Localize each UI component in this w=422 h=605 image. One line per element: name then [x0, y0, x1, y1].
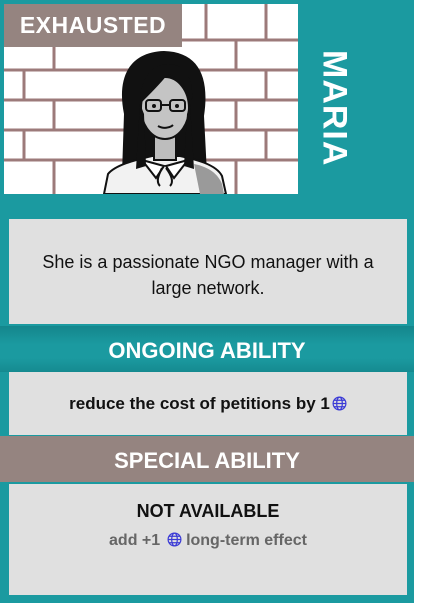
special-ability-title: SPECIAL ABILITY [114, 448, 300, 473]
character-name: MARIA [315, 49, 354, 167]
effect-suffix: long-term effect [186, 532, 307, 549]
portrait-illustration [4, 4, 298, 194]
special-ability-effect: add +1 long-term effect [9, 532, 407, 550]
ongoing-ability-label: reduce the cost of petitions by 1 [69, 393, 330, 413]
character-figure [102, 51, 228, 194]
ongoing-ability-title: ONGOING ABILITY [108, 338, 306, 363]
globe-icon [332, 396, 347, 410]
effect-prefix: add +1 [109, 532, 161, 549]
character-card: EXHAUSTED MARIA She is a passionate NGO … [0, 0, 414, 603]
exhausted-badge: EXHAUSTED [4, 4, 182, 47]
globe-icon [167, 532, 182, 547]
character-description: She is a passionate NGO manager with a l… [42, 251, 374, 298]
description-panel: She is a passionate NGO manager with a l… [9, 219, 407, 324]
ongoing-ability-header [0, 326, 414, 372]
special-ability-header [0, 436, 414, 482]
special-ability-panel: NOT AVAILABLE add +1 long-term effect [9, 484, 407, 595]
ongoing-ability-panel: reduce the cost of petitions by 1 [9, 372, 407, 435]
ongoing-ability-text: reduce the cost of petitions by 1 [69, 394, 347, 414]
special-ability-availability: NOT AVAILABLE [136, 501, 280, 521]
